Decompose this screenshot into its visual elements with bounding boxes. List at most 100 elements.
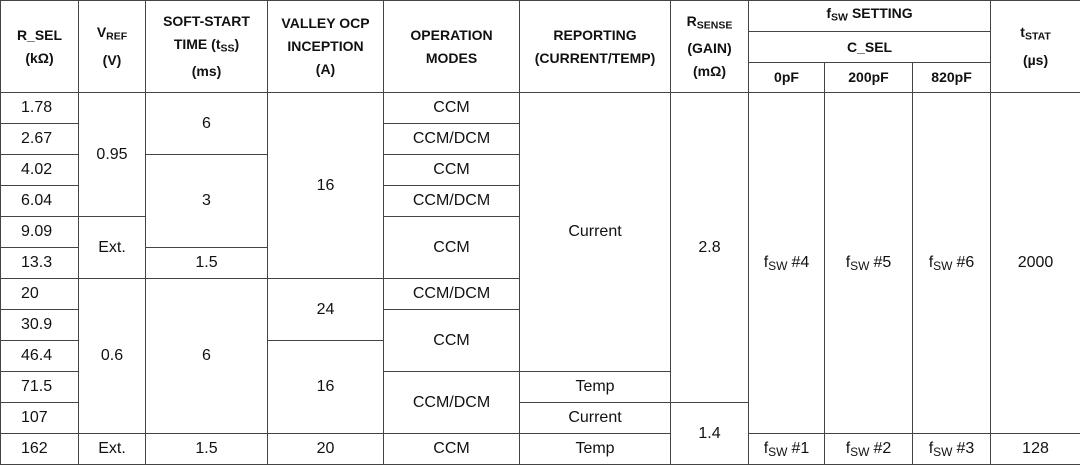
cell: 1.5 [146,248,268,279]
cell: 2000 [991,93,1080,434]
cell: 24 [268,279,384,341]
text: V [97,24,106,40]
text: SOFT-START [163,13,250,29]
cell: 6 [146,93,268,155]
cell: 20 [1,279,79,310]
cell: 30.9 [1,310,79,341]
cell: CCM/DCM [384,186,520,217]
cell: fSW#2 [825,434,913,465]
cell: CCM/DCM [384,124,520,155]
text: REF [106,31,127,43]
cell: fSW#3 [913,434,991,465]
cell: 1.5 [146,434,268,465]
cell: CCM/DCM [384,279,520,310]
cell: 6.04 [1,186,79,217]
cell: 20 [268,434,384,465]
header-cell: C_SEL [749,32,991,63]
text: #4 [792,254,810,271]
cell: fSW#4 [749,93,825,434]
text: SW [933,259,952,273]
table-body: 1.78 0.95 6 16 CCM Current 2.8 fSW#4 fSW… [1,93,1080,465]
text: (mΩ) [693,63,726,79]
text: #6 [957,254,975,271]
text: STAT [1025,31,1051,43]
text: (ms) [192,63,222,79]
cell: CCM [384,93,520,124]
header-cell: VREF (V) [79,1,146,93]
header-cell: SOFT-START TIME (tSS) (ms) [146,1,268,93]
cell: Ext. [79,434,146,465]
text: SW [850,259,869,273]
text: SW [850,445,869,459]
header-cell: R_SEL(kΩ) [1,1,79,93]
header-cell: 0pF [749,63,825,93]
text: MODES [426,50,477,66]
text: SW [933,445,952,459]
text: TIME (t [174,36,221,52]
header-cell: REPORTING (CURRENT/TEMP) [520,1,671,93]
cell: Current [520,403,671,434]
cell: fSW#5 [825,93,913,434]
cell: CCM [384,434,520,465]
text: R [687,13,697,29]
cell: 107 [1,403,79,434]
cell: CCM [384,310,520,372]
cell: 16 [268,341,384,434]
text: #1 [792,440,810,457]
cell: 128 [991,434,1080,465]
text: (CURRENT/TEMP) [535,50,656,66]
text: (GAIN) [687,40,731,56]
cell: fSW#6 [913,93,991,434]
cell: 6 [146,279,268,434]
cell: 162 [1,434,79,465]
text: SW [831,12,848,24]
cell: 3 [146,155,268,248]
cell: 9.09 [1,217,79,248]
text: SW [768,259,787,273]
cell: CCM [384,155,520,186]
text: R_SEL [17,27,62,43]
cell: CCM [384,217,520,279]
text: INCEPTION [287,38,363,54]
cell: 1.78 [1,93,79,124]
cell: 13.3 [1,248,79,279]
header-cell: 200pF [825,63,913,93]
header-cell: RSENSE (GAIN) (mΩ) [671,1,749,93]
cell: 2.67 [1,124,79,155]
text: SETTING [852,5,913,21]
cell: fSW#1 [749,434,825,465]
row: 1.78 0.95 6 16 CCM Current 2.8 fSW#4 fSW… [1,93,1080,124]
cell: Temp [520,372,671,403]
cell: 16 [268,93,384,279]
text: #5 [874,254,892,271]
text: VALLEY OCP [281,15,369,31]
text: SS [220,42,234,54]
header-cell: OPERATION MODES [384,1,520,93]
text: OPERATION [410,27,492,43]
cell: Current [520,93,671,372]
text: ) [235,36,240,52]
cell: 71.5 [1,372,79,403]
text: #2 [874,440,892,457]
cell: CCM/DCM [384,372,520,434]
text: (V) [103,52,122,68]
header-cell: 820pF [913,63,991,93]
text: (µs) [1023,52,1048,68]
row: 162 Ext. 1.5 20 CCM Temp fSW#1 fSW#2 fSW… [1,434,1080,465]
cell: 4.02 [1,155,79,186]
cell: Ext. [79,217,146,279]
text: SENSE [697,19,733,31]
text: REPORTING [553,27,636,43]
cell: Temp [520,434,671,465]
cell: 2.8 [671,93,749,403]
text: SW [768,445,787,459]
cell: 1.4 [671,403,749,465]
table-header: R_SEL(kΩ) VREF (V) SOFT-START TIME (tSS) (m… [1,1,1080,93]
header-cell: tSTAT(µs) [991,1,1080,93]
cell: 46.4 [1,341,79,372]
